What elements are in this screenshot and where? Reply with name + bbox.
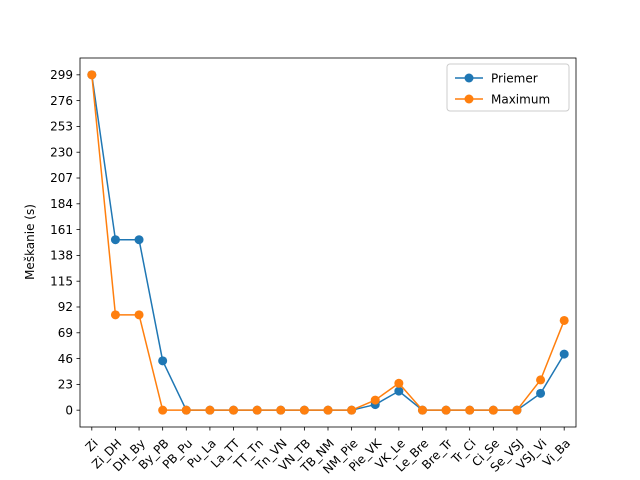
data-point	[536, 388, 546, 398]
data-point	[158, 405, 168, 415]
data-point	[276, 405, 286, 415]
data-point	[134, 235, 144, 245]
y-tick-label: 161	[50, 223, 73, 237]
data-point	[110, 235, 120, 245]
y-tick-label: 0	[65, 403, 73, 417]
series-layer	[87, 70, 569, 415]
y-axis-label: Meškanie (s)	[23, 204, 37, 280]
data-point	[205, 405, 215, 415]
y-tick-label: 115	[50, 274, 73, 288]
data-point	[512, 405, 522, 415]
y-axis: 0 23 46 69 92 115 138 161 184 207 230 253 276 299	[50, 68, 80, 417]
y-tick-label: 46	[58, 352, 73, 366]
legend-marker	[464, 94, 474, 104]
y-tick-label: 299	[50, 68, 73, 82]
y-tick-label: 69	[58, 326, 73, 340]
y-tick-label: 23	[58, 378, 73, 392]
y-tick-label: 138	[50, 249, 73, 263]
legend: Priemer Maximum	[446, 63, 570, 112]
data-point	[299, 405, 309, 415]
data-point	[347, 405, 357, 415]
legend-item: Maximum	[455, 93, 550, 107]
legend-marker	[464, 73, 474, 83]
data-point	[536, 375, 546, 385]
y-tick-label: 207	[50, 171, 73, 185]
data-point	[417, 405, 427, 415]
legend-label: Maximum	[491, 93, 550, 107]
data-point	[559, 315, 569, 325]
data-point	[229, 405, 239, 415]
data-point	[158, 356, 168, 366]
y-tick-label: 184	[50, 197, 73, 211]
data-point	[110, 310, 120, 320]
data-point	[465, 405, 475, 415]
y-tick-label: 92	[58, 300, 73, 314]
series-maximum	[87, 70, 569, 415]
legend-item: Priemer	[455, 72, 538, 86]
data-point	[181, 405, 191, 415]
data-point	[134, 310, 144, 320]
data-point	[323, 405, 333, 415]
data-point	[394, 386, 404, 396]
data-point	[252, 405, 262, 415]
y-tick-label: 253	[50, 120, 73, 134]
data-point	[488, 405, 498, 415]
y-tick-label: 230	[50, 145, 73, 159]
data-point	[394, 378, 404, 388]
y-tick-label: 276	[50, 94, 73, 108]
legend-label: Priemer	[491, 72, 538, 86]
data-point	[370, 395, 380, 405]
data-point	[87, 70, 97, 80]
data-point	[559, 349, 569, 359]
data-point	[441, 405, 451, 415]
